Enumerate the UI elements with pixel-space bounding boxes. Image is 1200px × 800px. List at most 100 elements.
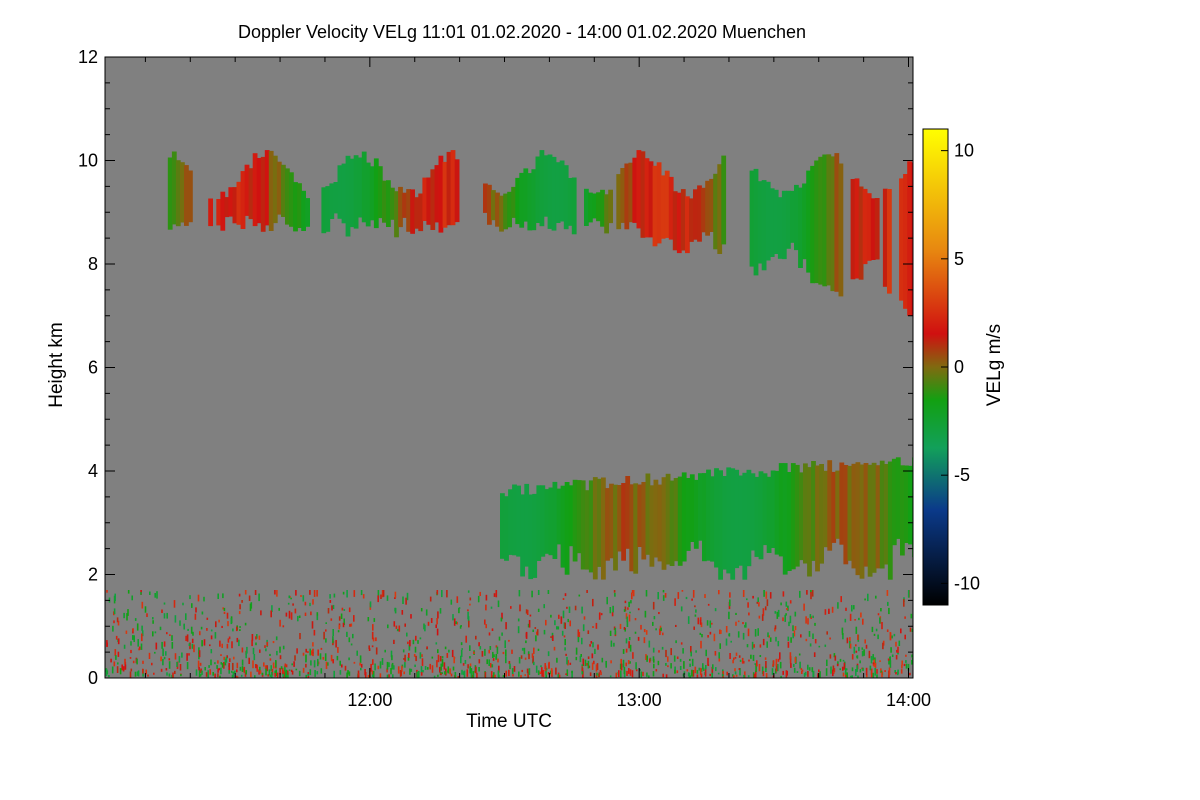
velocity-cell (244, 672, 247, 677)
velocity-cell (460, 655, 462, 664)
velocity-cell (632, 590, 635, 597)
velocity-cell (236, 669, 238, 673)
velocity-cell (484, 619, 486, 625)
velocity-cell (709, 631, 712, 635)
velocity-cell (584, 659, 587, 667)
velocity-cell (310, 611, 312, 616)
velocity-cell (758, 471, 764, 560)
velocity-cell (486, 659, 488, 665)
velocity-cell (789, 656, 792, 664)
velocity-cell (425, 609, 428, 616)
velocity-cell (578, 594, 581, 597)
velocity-cell (844, 618, 847, 623)
velocity-cell (775, 636, 777, 642)
velocity-cell (310, 650, 313, 656)
velocity-cell (459, 625, 462, 629)
velocity-cell (198, 650, 201, 658)
velocity-cell (332, 659, 334, 664)
velocity-cell (199, 674, 202, 677)
velocity-cell (909, 627, 912, 632)
velocity-cell (233, 671, 235, 674)
velocity-cell (115, 655, 117, 660)
velocity-cell (728, 611, 730, 620)
velocity-cell (311, 621, 314, 629)
velocity-cell (300, 595, 302, 597)
velocity-cell (541, 667, 543, 673)
velocity-cell (874, 668, 876, 676)
velocity-cell (758, 615, 761, 619)
velocity-cell (799, 661, 801, 669)
velocity-cell (508, 669, 510, 677)
velocity-cell (373, 158, 379, 229)
velocity-cell (438, 155, 444, 233)
velocity-cell (869, 665, 872, 671)
velocity-cell (620, 663, 623, 671)
velocity-cell (494, 674, 496, 678)
velocity-cell (632, 652, 634, 659)
velocity-cell (154, 651, 156, 654)
velocity-cell (685, 596, 688, 600)
velocity-cell (307, 651, 309, 653)
velocity-cell (255, 636, 257, 640)
velocity-cell (359, 655, 362, 663)
velocity-cell (587, 660, 590, 669)
velocity-cell (463, 670, 466, 678)
velocity-cell (278, 607, 280, 611)
velocity-cell (766, 476, 772, 553)
velocity-cell (394, 597, 396, 599)
velocity-cell (543, 155, 549, 217)
velocity-cell (711, 666, 714, 674)
velocity-cell (332, 636, 334, 644)
velocity-cell (806, 170, 811, 273)
velocity-cell (380, 594, 382, 599)
velocity-cell (571, 671, 573, 674)
velocity-cell (850, 179, 856, 280)
velocity-cell (611, 612, 614, 617)
velocity-cell (680, 642, 683, 645)
velocity-cell (881, 622, 883, 630)
velocity-cell (189, 595, 191, 600)
velocity-cell (274, 673, 276, 677)
velocity-cell (624, 163, 630, 230)
y-tick-label: 6 (88, 358, 98, 378)
velocity-cell (589, 672, 592, 676)
velocity-cell (254, 590, 257, 595)
velocity-cell (628, 668, 630, 674)
velocity-cell (382, 180, 387, 223)
velocity-cell (753, 673, 756, 678)
velocity-cell (270, 610, 272, 618)
colorbar-tick-label: -5 (954, 465, 970, 485)
velocity-cell (738, 655, 741, 658)
velocity-cell (523, 168, 529, 222)
velocity-cell (625, 476, 631, 549)
velocity-cell (519, 172, 525, 228)
velocity-cell (368, 645, 370, 650)
velocity-cell (434, 165, 440, 223)
velocity-cell (327, 662, 329, 666)
velocity-cell (307, 674, 309, 676)
velocity-cell (469, 666, 471, 674)
velocity-cell (761, 180, 767, 271)
velocity-cell (197, 594, 200, 602)
velocity-cell (152, 631, 154, 637)
velocity-cell (626, 670, 628, 676)
velocity-cell (903, 174, 908, 309)
velocity-cell (560, 485, 566, 568)
velocity-cell (863, 463, 869, 567)
velocity-cell (141, 633, 143, 642)
velocity-cell (786, 670, 788, 676)
velocity-cell (742, 660, 745, 664)
velocity-cell (812, 671, 814, 677)
velocity-cell (501, 612, 503, 620)
velocity-cell (911, 660, 913, 665)
velocity-cell (582, 624, 585, 632)
velocity-cell (714, 608, 717, 612)
velocity-cell (584, 188, 589, 226)
velocity-cell (230, 617, 233, 625)
velocity-cell (279, 646, 281, 653)
velocity-cell (604, 194, 609, 234)
velocity-cell (550, 668, 553, 676)
velocity-cell (872, 672, 875, 678)
velocity-cell (625, 638, 628, 644)
velocity-cell (305, 663, 307, 668)
